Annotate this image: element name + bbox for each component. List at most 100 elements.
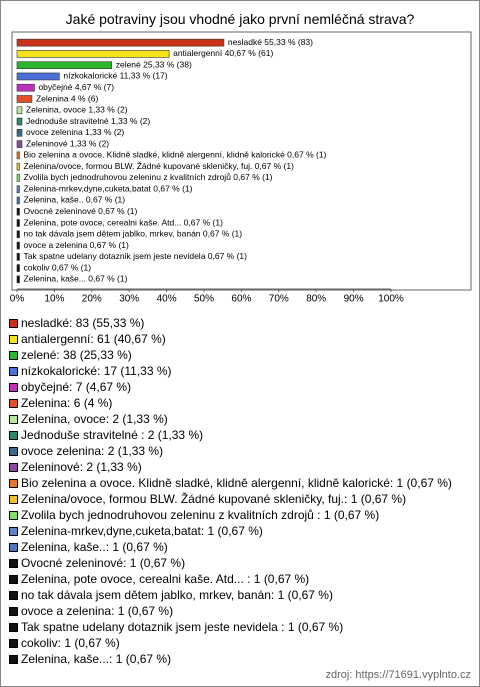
legend-item: Zelenina, kaše..: 1 (0,67 %) — [9, 539, 471, 555]
bar-label: nízkokalorické 11,33 % (17) — [63, 71, 167, 81]
bar-label: Tak spatne udelany dotaznik jsem jeste n… — [24, 251, 248, 261]
legend-label: cokoliv: 1 (0,67 %) — [21, 636, 120, 650]
legend-swatch — [9, 335, 18, 344]
legend-swatch — [9, 639, 18, 648]
bar — [16, 162, 20, 171]
legend-item: Jednoduše stravitelné : 2 (1,33 %) — [9, 427, 471, 443]
legend-label: ovoce zelenina: 2 (1,33 %) — [21, 444, 164, 458]
legend-item: Zelenina-mrkev,dyne,cuketa,batat: 1 (0,6… — [9, 523, 471, 539]
legend-item: zelené: 38 (25,33 %) — [9, 347, 471, 363]
bar-label: Zeleninové 1,33 % (2) — [26, 138, 109, 148]
bar-label: nesladké 55,33 % (83) — [228, 37, 313, 47]
legend-label: Ovocné zeleninové: 1 (0,67 %) — [21, 556, 186, 570]
legend-swatch — [9, 383, 18, 392]
legend-item: Bio zelenina a ovoce. Klidně sladké, kli… — [9, 475, 471, 491]
legend-swatch — [9, 559, 18, 568]
legend-item: Tak spatne udelany dotaznik jsem jeste n… — [9, 619, 471, 635]
bar — [16, 174, 20, 182]
legend-item: Zelenina: 6 (4 %) — [9, 395, 471, 411]
legend-item: Ovocné zeleninové: 1 (0,67 %) — [9, 555, 471, 571]
bar — [16, 275, 20, 284]
legend-label: zelené: 38 (25,33 %) — [21, 348, 132, 362]
legend-label: Zelenina-mrkev,dyne,cuketa,batat: 1 (0,6… — [21, 524, 263, 538]
legend-swatch — [9, 543, 18, 552]
bar — [16, 117, 23, 126]
legend-item: nízkokalorické: 17 (11,33 %) — [9, 363, 471, 379]
legend-swatch — [9, 655, 18, 664]
bar-label: Ovocné zeleninové 0,67 % (1) — [24, 206, 138, 216]
x-tick-label: 80% — [306, 294, 326, 305]
legend-item: cokoliv: 1 (0,67 %) — [9, 635, 471, 651]
legend-item: ovoce a zelenina: 1 (0,67 %) — [9, 603, 471, 619]
bar — [16, 185, 20, 193]
bar-label: Zelenina, pote ovoce, cerealni kaše. Atd… — [24, 217, 224, 227]
legend-label: no tak dávala jsem dětem jablko, mrkev, … — [21, 588, 333, 602]
legend-item: Zelenina, kaše...: 1 (0,67 %) — [9, 651, 471, 667]
bar — [16, 151, 20, 160]
source: zdroj: https://71691.vyplnto.cz — [325, 669, 471, 681]
bar-label: Zvolila bych jednodruhovou zeleninu z kv… — [24, 172, 273, 182]
legend-item: nesladké: 83 (55,33 %) — [9, 315, 471, 331]
x-tick-label: 50% — [194, 294, 214, 305]
legend-swatch — [9, 319, 18, 328]
legend-swatch — [9, 463, 18, 472]
legend-swatch — [9, 431, 18, 440]
legend-item: Zelenina, ovoce: 2 (1,33 %) — [9, 411, 471, 427]
x-tick-label: 30% — [119, 294, 139, 305]
bar-label: zelené 25,33 % (38) — [116, 59, 192, 69]
legend-label: Tak spatne udelany dotaznik jsem jeste n… — [21, 620, 344, 634]
x-tick-label: 0% — [10, 294, 25, 305]
bar-label: Jednoduše stravitelné 1,33 % (2) — [26, 116, 150, 126]
legend-label: Zelenina, pote ovoce, cerealni kaše. Atd… — [21, 572, 310, 586]
legend-label: Zelenina, kaše..: 1 (0,67 %) — [21, 540, 168, 554]
legend-label: Zelenina, kaše...: 1 (0,67 %) — [21, 652, 172, 666]
bar — [16, 61, 113, 69]
bar — [16, 95, 33, 103]
legend-label: Zeleninové: 2 (1,33 %) — [21, 460, 142, 474]
bar — [16, 230, 20, 239]
bar — [16, 219, 20, 227]
legend-swatch — [9, 607, 18, 616]
bar-label: ovoce a zelenina 0,67 % (1) — [24, 240, 130, 250]
legend-label: Zelenina: 6 (4 %) — [21, 396, 113, 410]
legend-label: nízkokalorické: 17 (11,33 %) — [21, 364, 172, 378]
bar — [16, 140, 23, 148]
chart-title: Jaké potraviny jsou vhodné jako první ne… — [65, 11, 415, 27]
legend-item: Zeleninové: 2 (1,33 %) — [9, 459, 471, 475]
bar-label: obyčejné 4,67 % (7) — [38, 82, 114, 92]
legend-label: Zelenina, ovoce: 2 (1,33 %) — [21, 412, 168, 426]
x-tick-label: 40% — [157, 294, 177, 305]
legend-item: ovoce zelenina: 2 (1,33 %) — [9, 443, 471, 459]
x-tick-label: 100% — [378, 294, 404, 305]
legend-item: Zelenina, pote ovoce, cerealni kaše. Atd… — [9, 571, 471, 587]
bar-label: Zelenina, ovoce 1,33 % (2) — [26, 105, 128, 115]
legend-item: no tak dávala jsem dětem jablko, mrkev, … — [9, 587, 471, 603]
bar-label: Zelenina 4 % (6) — [36, 93, 99, 103]
legend-label: Jednoduše stravitelné : 2 (1,33 %) — [21, 428, 204, 442]
x-tick-label: 20% — [82, 294, 102, 305]
legend-swatch — [9, 511, 18, 520]
legend-item: obyčejné: 7 (4,67 %) — [9, 379, 471, 395]
bar — [16, 207, 20, 216]
legend-swatch — [9, 591, 18, 600]
legend-item: antialergenní: 61 (40,67 %) — [9, 331, 471, 347]
legend-swatch — [9, 575, 18, 584]
legend-swatch — [9, 447, 18, 456]
legend-label: nesladké: 83 (55,33 %) — [21, 316, 145, 330]
bar-label: Zelenina-mrkev,dyne,cuketa,batat 0,67 % … — [24, 183, 193, 193]
bar-label: no tak dávala jsem dětem jablko, mrkev, … — [24, 229, 243, 239]
legend-swatch — [9, 479, 18, 488]
legend-item: Zvolila bych jednodruhovou zeleninu z kv… — [9, 507, 471, 523]
legend-label: Bio zelenina a ovoce. Klidně sladké, kli… — [21, 476, 452, 490]
legend-swatch — [9, 495, 18, 504]
bar — [16, 264, 20, 272]
chart: 0% 10% 20% 30% 40% 50% 60% 70% 80% 90% 100% nesladk… — [10, 31, 472, 305]
bar-label: cokoliv 0,67 % (1) — [24, 262, 92, 272]
bar-label: antialergenní 40,67 % (61) — [173, 48, 273, 58]
legend-swatch — [9, 399, 18, 408]
legend-item: Zelenina/ovoce, formou BLW. Žádné kupova… — [9, 491, 471, 507]
bar-label: Zelenina/ovoce, formou BLW. Žádné kupova… — [24, 161, 295, 171]
legend-swatch — [9, 367, 18, 376]
bar — [16, 38, 225, 47]
